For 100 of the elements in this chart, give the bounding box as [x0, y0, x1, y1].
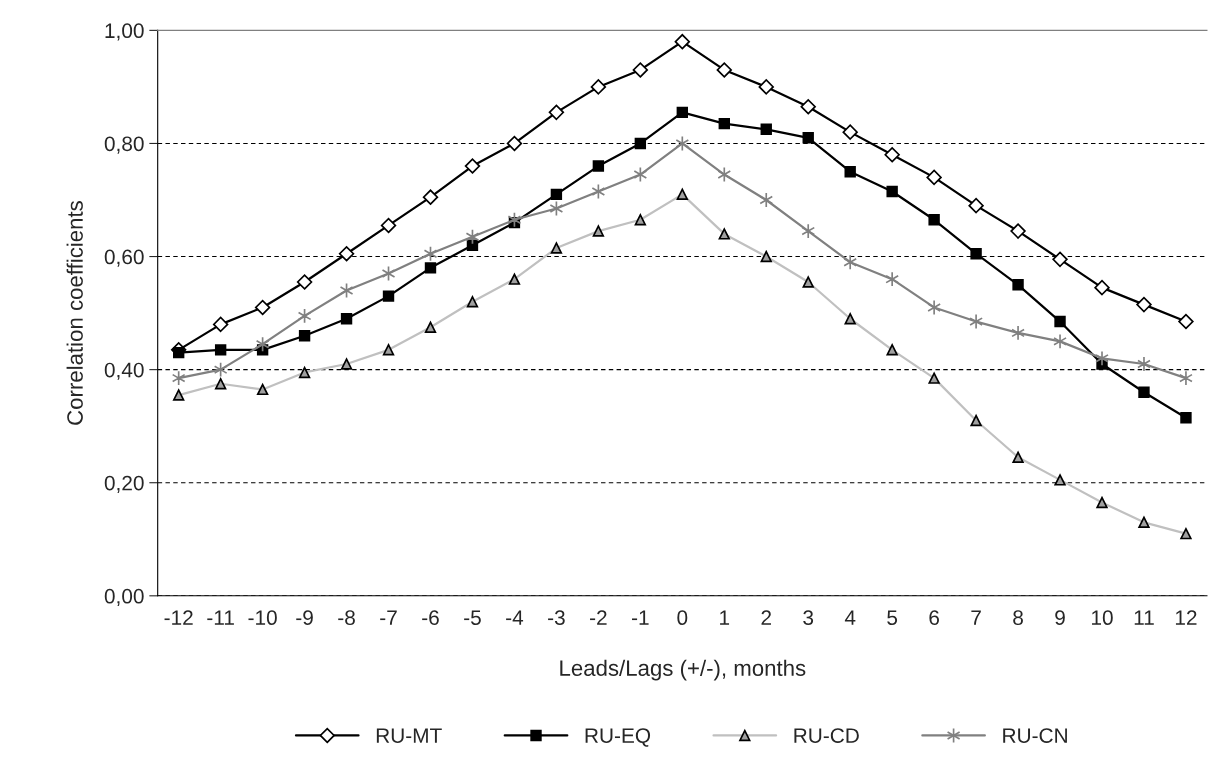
- point: [548, 104, 565, 121]
- point: [424, 262, 437, 274]
- point: [550, 242, 563, 254]
- x-tick-label: -3: [548, 610, 565, 626]
- point: [843, 254, 858, 270]
- point: [760, 123, 772, 136]
- x-tick-label: 2: [761, 610, 771, 625]
- point: [802, 276, 814, 288]
- point: [1011, 325, 1025, 341]
- x-tick-label: 5: [887, 610, 898, 626]
- point: [298, 366, 311, 379]
- point: [214, 344, 227, 356]
- point: [802, 132, 814, 144]
- point: [254, 299, 271, 316]
- point: [716, 62, 732, 78]
- point: [1178, 313, 1194, 330]
- y-tick-label: 0,20: [104, 475, 144, 493]
- legend-label: RU-EQ: [585, 728, 651, 747]
- x-tick-label: 10: [1092, 610, 1113, 626]
- point: [970, 248, 982, 260]
- point: [844, 313, 856, 325]
- y-tick-label: 0,40: [104, 362, 144, 380]
- point: [718, 228, 730, 240]
- point: [298, 330, 311, 342]
- point: [718, 117, 730, 130]
- point: [1137, 356, 1151, 372]
- point: [634, 214, 647, 226]
- point: [1136, 296, 1152, 313]
- point: [800, 98, 816, 115]
- point: [968, 197, 984, 214]
- point: [844, 166, 856, 178]
- point: [1052, 251, 1068, 268]
- legend-label: RU-MT: [376, 728, 442, 743]
- point: [464, 158, 481, 174]
- point: [928, 372, 940, 384]
- x-tick-label: -8: [338, 610, 355, 626]
- point: [842, 124, 858, 140]
- point: [884, 147, 900, 163]
- point: [675, 135, 690, 152]
- point: [1054, 315, 1066, 328]
- point: [886, 344, 898, 356]
- point: [550, 188, 563, 201]
- point: [676, 188, 689, 201]
- x-tick-label: -12: [164, 610, 193, 625]
- point: [885, 271, 900, 287]
- point: [171, 370, 186, 386]
- point: [382, 290, 395, 302]
- point: [338, 246, 355, 262]
- x-tick-label: -2: [590, 610, 607, 625]
- x-tick-label: -10: [248, 610, 277, 626]
- point: [1054, 474, 1066, 486]
- point: [926, 169, 942, 186]
- point: [1138, 516, 1150, 529]
- point: [927, 299, 941, 316]
- point: [1053, 333, 1067, 350]
- point: [422, 189, 439, 205]
- point: [886, 185, 898, 198]
- point: [506, 135, 523, 152]
- point: [212, 316, 229, 333]
- point: [1138, 386, 1150, 398]
- x-tick-label: -5: [464, 610, 481, 626]
- x-tick-label: -1: [632, 610, 649, 625]
- y-tick-label: 0,80: [104, 136, 144, 154]
- x-tick-label: -4: [506, 610, 524, 625]
- y-tick-label: 0,00: [104, 588, 144, 607]
- point: [340, 358, 353, 370]
- point: [1012, 279, 1024, 291]
- point: [380, 217, 397, 234]
- legend-label: RU-CD: [794, 728, 859, 743]
- y-tick-label: 1,00: [105, 23, 144, 41]
- point: [1010, 223, 1026, 239]
- point: [592, 160, 605, 172]
- point: [758, 79, 774, 95]
- x-tick-label: 12: [1175, 610, 1197, 625]
- point: [172, 389, 185, 401]
- point: [969, 313, 983, 330]
- x-tick-label: -11: [207, 610, 234, 625]
- point: [760, 250, 772, 263]
- point: [1179, 370, 1193, 386]
- point: [801, 223, 816, 239]
- point: [590, 79, 607, 95]
- point: [1180, 527, 1192, 540]
- x-tick-label: 7: [971, 610, 981, 625]
- point: [674, 33, 691, 50]
- point: [1095, 350, 1109, 367]
- point: [466, 296, 479, 308]
- point: [172, 346, 185, 359]
- point: [508, 273, 521, 285]
- point: [759, 192, 774, 208]
- point: [382, 344, 395, 356]
- point: [214, 378, 227, 390]
- y-axis-title: Correlation coefficients: [66, 201, 83, 425]
- legend-label: RU-CN: [1003, 728, 1067, 743]
- x-tick-label: -7: [380, 610, 397, 625]
- point: [466, 239, 479, 251]
- point: [296, 274, 313, 290]
- x-axis-title: Leads/Lags (+/-), months: [560, 659, 806, 681]
- point: [632, 62, 649, 78]
- point: [256, 383, 269, 396]
- point: [592, 225, 605, 237]
